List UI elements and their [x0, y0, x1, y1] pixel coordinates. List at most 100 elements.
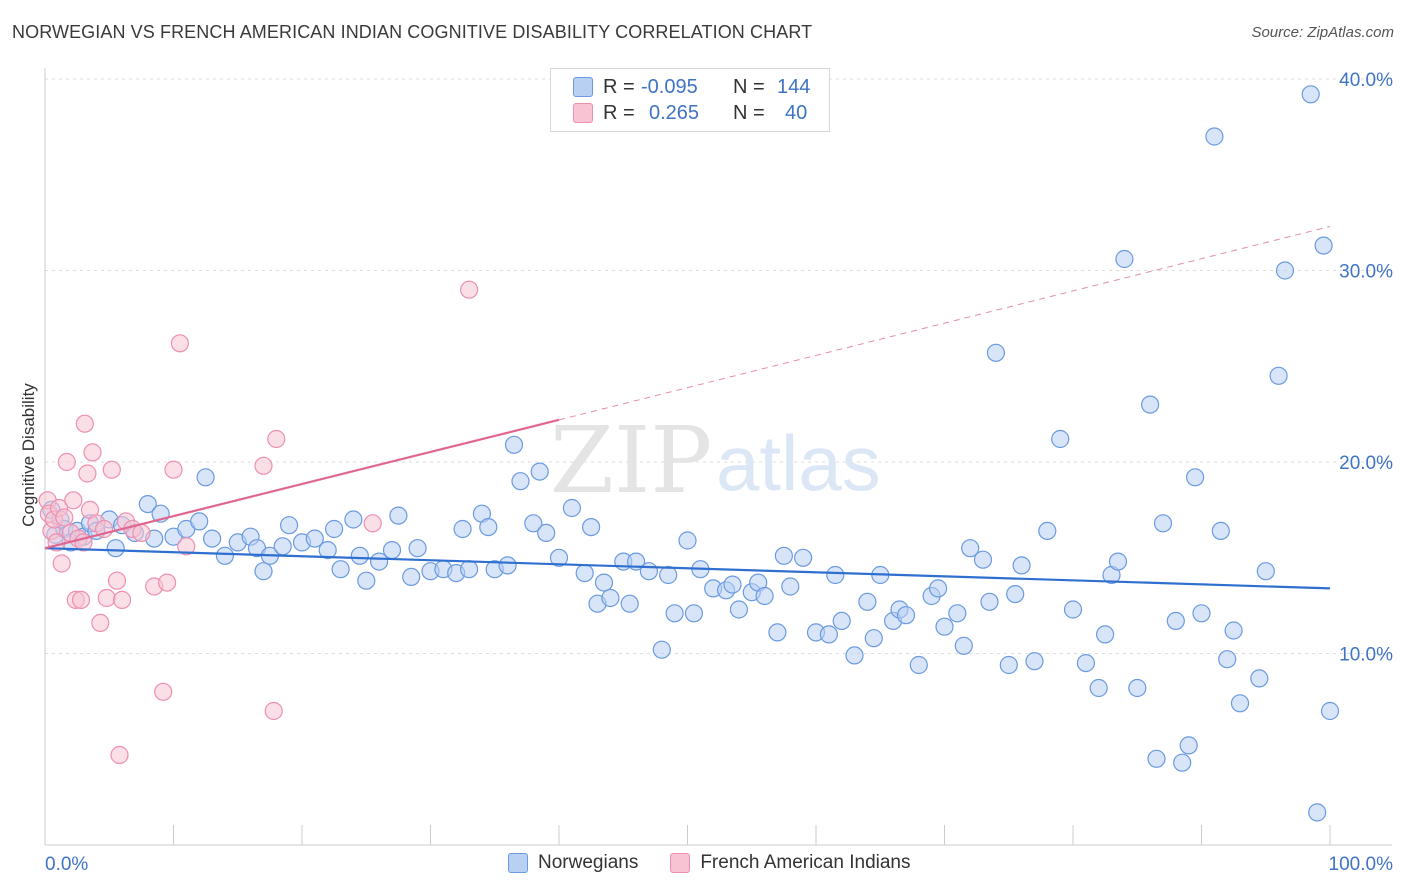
series-label-french-american-indians: French American Indians — [700, 852, 911, 873]
point-norwegians — [370, 552, 389, 571]
watermark-atlas: atlas — [716, 419, 881, 507]
point-norwegians — [1211, 521, 1230, 541]
point-norwegians — [280, 516, 299, 535]
point-norwegians — [1140, 395, 1160, 414]
point-norwegians — [601, 588, 620, 608]
trend-line-french-american-indians — [44, 418, 560, 550]
point-norwegians — [389, 506, 408, 525]
point-norwegians — [1179, 736, 1198, 755]
y-tick-label: 40.0% — [1339, 70, 1393, 91]
point-norwegians — [935, 617, 954, 636]
point-french-american-indians — [112, 590, 132, 610]
point-norwegians — [1076, 653, 1096, 673]
point-french-american-indians — [83, 443, 102, 462]
point-norwegians — [1063, 600, 1083, 619]
point-norwegians — [504, 435, 524, 454]
point-norwegians — [549, 548, 569, 567]
point-norwegians — [1153, 514, 1173, 533]
point-norwegians — [1256, 562, 1275, 581]
point-norwegians — [826, 565, 845, 585]
point-norwegians — [1301, 85, 1320, 104]
legend-r-label: R = — [603, 101, 635, 124]
point-norwegians — [858, 592, 877, 611]
point-norwegians — [215, 546, 234, 565]
point-norwegians — [331, 560, 350, 579]
data-points — [38, 85, 1340, 822]
legend-row-french-american-indians: R = 0.265 N = 40 — [573, 101, 807, 125]
point-french-american-indians — [71, 590, 91, 610]
point-norwegians — [524, 514, 543, 533]
point-norwegians — [768, 623, 787, 642]
point-norwegians — [453, 519, 472, 539]
trend-lines — [44, 225, 1331, 590]
point-french-american-indians — [55, 508, 74, 527]
legend-swatch-pink — [573, 103, 593, 123]
point-norwegians — [961, 539, 980, 558]
point-norwegians — [909, 655, 928, 675]
point-norwegians — [479, 517, 498, 537]
point-french-american-indians — [264, 701, 283, 721]
point-norwegians — [594, 573, 614, 592]
point-norwegians — [1147, 749, 1166, 768]
point-french-american-indians — [97, 588, 116, 608]
point-french-american-indians — [177, 537, 196, 556]
point-norwegians — [305, 529, 324, 548]
point-norwegians — [318, 540, 337, 560]
point-norwegians — [530, 462, 549, 481]
point-norwegians — [1218, 650, 1237, 669]
point-norwegians — [1025, 652, 1044, 671]
point-norwegians — [581, 517, 601, 537]
point-norwegians — [498, 556, 517, 575]
point-norwegians — [999, 655, 1018, 675]
point-norwegians — [659, 565, 678, 585]
point-norwegians — [973, 550, 993, 569]
legend-n-label: N = — [733, 75, 765, 98]
point-norwegians — [1230, 694, 1250, 713]
legend-row-norwegians: R = -0.095 N = 144 — [573, 75, 810, 99]
x-tick-label-max: 100.0% — [1329, 854, 1394, 875]
point-french-american-indians — [164, 460, 183, 479]
point-norwegians — [896, 606, 916, 625]
point-norwegians — [511, 472, 530, 491]
legend-n-label: N = — [733, 101, 765, 124]
legend-swatch-blue — [573, 77, 593, 97]
y-tick-label: 10.0% — [1339, 645, 1393, 666]
y-axis-label: Cognitive Disability — [19, 383, 38, 527]
axes — [44, 68, 1392, 846]
point-french-american-indians — [91, 613, 110, 633]
point-french-american-indians — [64, 491, 83, 510]
x-tick-label-min: 0.0% — [45, 854, 88, 875]
point-french-american-indians — [102, 460, 121, 479]
watermark-zip: ZIP — [550, 407, 712, 514]
point-norwegians — [562, 498, 582, 518]
point-french-american-indians — [110, 745, 129, 765]
point-norwegians — [864, 629, 883, 648]
point-norwegians — [460, 560, 479, 579]
point-norwegians — [1051, 429, 1070, 449]
y-tick-label: 30.0% — [1339, 262, 1393, 283]
point-norwegians — [793, 548, 813, 567]
point-french-american-indians — [254, 456, 273, 475]
point-norwegians — [203, 529, 222, 548]
point-norwegians — [986, 343, 1006, 362]
source-credit: Source: ZipAtlas.com — [1251, 24, 1394, 41]
point-norwegians — [350, 546, 369, 565]
point-norwegians — [1192, 604, 1211, 623]
point-norwegians — [980, 592, 999, 611]
point-norwegians — [774, 546, 794, 565]
grid-lines — [45, 78, 1392, 654]
point-french-american-indians — [57, 452, 76, 472]
point-french-american-indians — [75, 414, 94, 433]
point-french-american-indians — [107, 571, 127, 590]
point-norwegians — [620, 594, 639, 613]
legend-n-value: 144 — [777, 75, 811, 98]
point-norwegians — [729, 600, 749, 619]
point-norwegians — [1275, 261, 1295, 280]
point-norwegians — [254, 562, 273, 581]
point-norwegians — [402, 567, 421, 587]
point-french-american-indians — [154, 682, 173, 701]
series-swatch-norwegians — [508, 853, 528, 873]
point-norwegians — [1185, 468, 1205, 487]
legend-r-value: -0.095 — [641, 75, 698, 98]
